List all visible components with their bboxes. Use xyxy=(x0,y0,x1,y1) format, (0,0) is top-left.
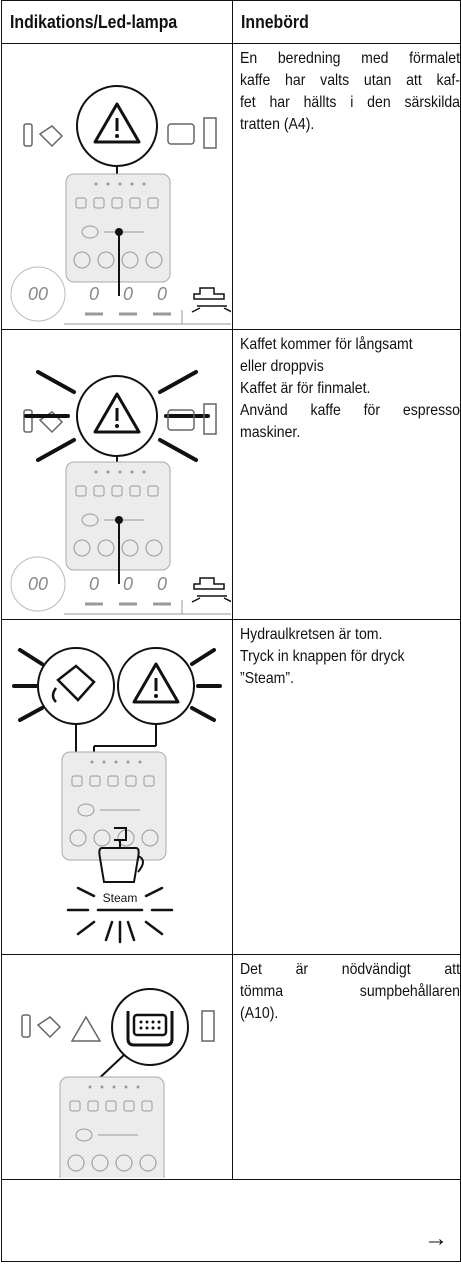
icon xyxy=(203,403,217,435)
text-block: Det är nödvändigt att tömma sumpbehållar… xyxy=(240,955,460,1025)
text-line: ”Steam”. xyxy=(240,670,294,687)
text-line: Använd kaffe för espresso xyxy=(240,402,460,419)
next-arrow: → xyxy=(424,1225,448,1252)
text-block: Kaffet kommer för långsamt eller droppvi… xyxy=(240,330,460,444)
table-row: En beredning med förmalet kaffe har valt… xyxy=(1,43,461,330)
illustration-cell xyxy=(1,954,233,1180)
illustration-cell xyxy=(1,43,233,330)
icon xyxy=(167,409,195,431)
icon xyxy=(23,123,63,147)
illustration-cell xyxy=(1,329,233,620)
illustration xyxy=(9,370,231,616)
control-panel xyxy=(61,751,167,861)
text-line: Tryck in knappen för dryck xyxy=(240,648,405,665)
text-line: Det är nödvändigt att xyxy=(240,961,460,978)
text-line: Kaffet är för finmalet. xyxy=(240,380,371,397)
text-line: maskiner. xyxy=(240,424,301,441)
header-row: Indikations/Led-lampa Innebörd xyxy=(1,0,461,44)
header-cell: Indikations/Led-lampa xyxy=(1,0,233,44)
text-block: Hydraulkretsen är tom. Tryck in knappen … xyxy=(240,620,460,690)
warning-icon xyxy=(93,102,141,144)
text-cell: Hydraulkretsen är tom. Tryck in knappen … xyxy=(232,619,461,955)
text-block: En beredning med förmalet kaffe har valt… xyxy=(240,44,460,136)
icon xyxy=(51,664,96,703)
footer-cell: → xyxy=(1,1179,461,1262)
footer-row: → xyxy=(1,1179,461,1262)
text-line: kaffe har valts utan att kaf- xyxy=(240,72,460,89)
table-row: Steam Hydraulkretsen är tom. Tryck in kn… xyxy=(1,619,461,955)
text-cell: Det är nödvändigt att tömma sumpbehållar… xyxy=(232,954,461,1180)
illustration xyxy=(9,85,231,326)
blink-rays xyxy=(66,886,174,944)
text-line: tratten (A4). xyxy=(240,116,315,133)
illustration: Steam xyxy=(12,647,222,944)
table-row: Kaffet kommer för långsamt eller droppvi… xyxy=(1,329,461,620)
blink-rays xyxy=(24,370,210,462)
icon xyxy=(23,409,63,433)
table-row: Det är nödvändigt att tömma sumpbehållar… xyxy=(1,954,461,1180)
text-line: tömma sumpbehållaren xyxy=(240,983,460,1000)
header-cell: Innebörd xyxy=(232,0,461,44)
icon xyxy=(203,117,217,149)
control-panel xyxy=(59,1076,165,1178)
icon xyxy=(201,1010,215,1042)
header-text: Indikations/Led-lampa xyxy=(10,11,178,32)
illustration xyxy=(21,988,215,1178)
text-line: Kaffet kommer för långsamt xyxy=(240,336,413,353)
text-cell: En beredning med förmalet kaffe har valt… xyxy=(232,43,461,330)
text-line: fet har hällts i den särskilda xyxy=(240,94,460,111)
button-label: Steam xyxy=(103,891,138,905)
icon xyxy=(21,1014,61,1038)
illustration-cell: Steam xyxy=(1,619,233,955)
highlight-circle xyxy=(111,988,189,1066)
text-cell: Kaffet kommer för långsamt eller droppvi… xyxy=(232,329,461,620)
text-line: (A10). xyxy=(240,1005,279,1022)
icon xyxy=(167,123,195,145)
header-text: Innebörd xyxy=(241,11,309,32)
blink-rays xyxy=(12,648,222,722)
icon xyxy=(126,1011,174,1047)
icon xyxy=(70,1015,102,1042)
highlight-circle xyxy=(37,647,115,725)
text-line: Hydraulkretsen är tom. xyxy=(240,626,383,643)
steam-icon xyxy=(98,827,144,883)
text-line: eller droppvis xyxy=(240,358,324,375)
text-line: En beredning med förmalet xyxy=(240,50,460,67)
